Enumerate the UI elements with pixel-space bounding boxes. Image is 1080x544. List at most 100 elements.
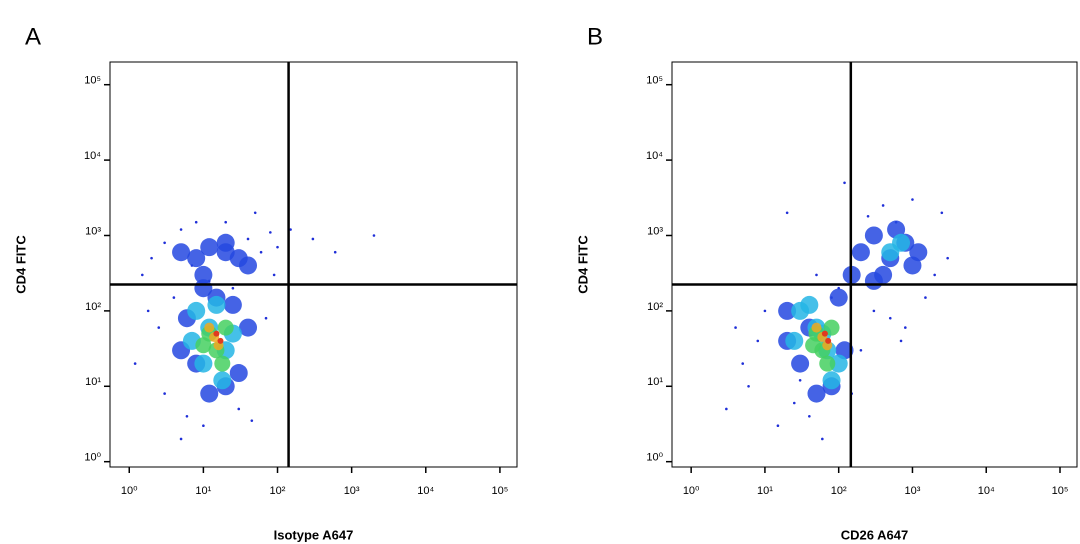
event-point [791, 354, 810, 373]
event-point [859, 349, 863, 352]
event-point [150, 256, 153, 260]
event-point [792, 401, 796, 405]
event-point [823, 319, 840, 336]
event-point [264, 316, 268, 320]
event-point [843, 181, 846, 185]
y-tick-label: 10¹ [647, 376, 663, 388]
x-tick-label: 10³ [344, 485, 360, 497]
event-point [805, 337, 822, 354]
plot-frame [671, 61, 1078, 468]
event-point [776, 424, 780, 428]
event-point [195, 337, 212, 354]
event-point [829, 354, 848, 373]
x-tick-label: 10⁵ [1052, 485, 1069, 497]
panel: A Isotype A647 CD4 FITC 10⁰ 10¹ 10² 10³ 10⁴ 10⁵ 1… [13, 23, 518, 542]
event-point [217, 319, 234, 336]
x-axis-label: CD26 A647 [841, 527, 908, 542]
event-point [213, 371, 232, 390]
plot-frame [109, 61, 518, 468]
y-tick-label: 10¹ [85, 376, 101, 388]
event-point [163, 241, 166, 245]
event-point [756, 339, 760, 343]
y-tick-label: 10³ [647, 225, 663, 237]
event-point [194, 265, 213, 284]
event-point [819, 355, 836, 372]
y-tick-label: 10² [647, 301, 663, 313]
event-point [808, 414, 811, 418]
event-point [185, 414, 189, 418]
event-point [216, 233, 235, 252]
event-point [933, 273, 936, 277]
x-tick-label: 10⁴ [417, 485, 434, 497]
event-point [289, 228, 292, 231]
x-tick-label: 10² [831, 485, 847, 497]
x-tick-label: 10⁰ [121, 485, 138, 497]
event-point [822, 371, 841, 390]
event-point [179, 437, 183, 441]
x-tick-label: 10² [270, 485, 286, 497]
event-point [747, 384, 750, 388]
event-point [204, 322, 215, 333]
x-tick-label: 10⁰ [683, 485, 700, 497]
y-axis-label: CD4 FITC [13, 235, 28, 294]
event-point [372, 234, 376, 237]
event-point [815, 273, 818, 277]
event-point [864, 226, 883, 245]
event-point [763, 309, 767, 313]
event-point [272, 273, 276, 277]
event-point [798, 379, 802, 382]
event-point [946, 256, 949, 260]
event-point [229, 364, 248, 383]
event-point [864, 271, 883, 290]
event-point [899, 339, 903, 343]
panel: B CD26 A647 CD4 FITC 10⁰ 10¹ 10² 10³ 10⁴ 10⁵ 10⁰ 1… [575, 23, 1078, 542]
event-point [172, 243, 191, 262]
event-point [224, 220, 227, 224]
event-point [800, 295, 819, 314]
event-point [785, 331, 804, 350]
y-tick-label: 10⁴ [84, 150, 101, 162]
event-point [881, 204, 885, 207]
event-point [276, 245, 279, 249]
y-axis-label: CD4 FITC [575, 235, 590, 294]
x-axis-label: Isotype A647 [274, 527, 354, 542]
event-point [924, 296, 927, 299]
panel-label: A [25, 23, 41, 50]
event-point [237, 407, 241, 411]
event-point [333, 250, 337, 254]
x-tick-label: 10⁵ [492, 485, 509, 497]
panel-label: B [587, 23, 603, 50]
event-point [133, 362, 137, 365]
event-point [200, 384, 219, 403]
event-point [200, 238, 219, 257]
y-tick-label: 10³ [85, 225, 101, 237]
event-point [239, 256, 258, 275]
event-point [866, 214, 870, 218]
x-tick-label: 10¹ [757, 485, 773, 497]
event-point [311, 237, 315, 241]
event-point [259, 250, 263, 254]
event-point [904, 326, 907, 329]
event-point [903, 256, 922, 275]
event-point [223, 295, 242, 314]
event-point [821, 437, 824, 441]
event-point [231, 286, 235, 290]
event-point [821, 330, 828, 337]
y-tick-label: 10⁰ [646, 452, 663, 464]
event-point [179, 228, 183, 231]
event-point [888, 316, 892, 320]
event-point [741, 362, 745, 365]
event-point [269, 231, 272, 234]
y-tick-label: 10⁵ [646, 75, 663, 87]
x-tick-label: 10³ [905, 485, 921, 497]
event-point [194, 220, 198, 224]
event-point [141, 273, 144, 277]
y-tick-label: 10⁰ [84, 452, 101, 464]
event-point [892, 233, 911, 252]
event-point [207, 295, 226, 314]
event-point [213, 330, 220, 337]
event-point [194, 354, 213, 373]
event-point [253, 211, 257, 215]
event-point [851, 243, 870, 262]
event-point [872, 309, 876, 313]
